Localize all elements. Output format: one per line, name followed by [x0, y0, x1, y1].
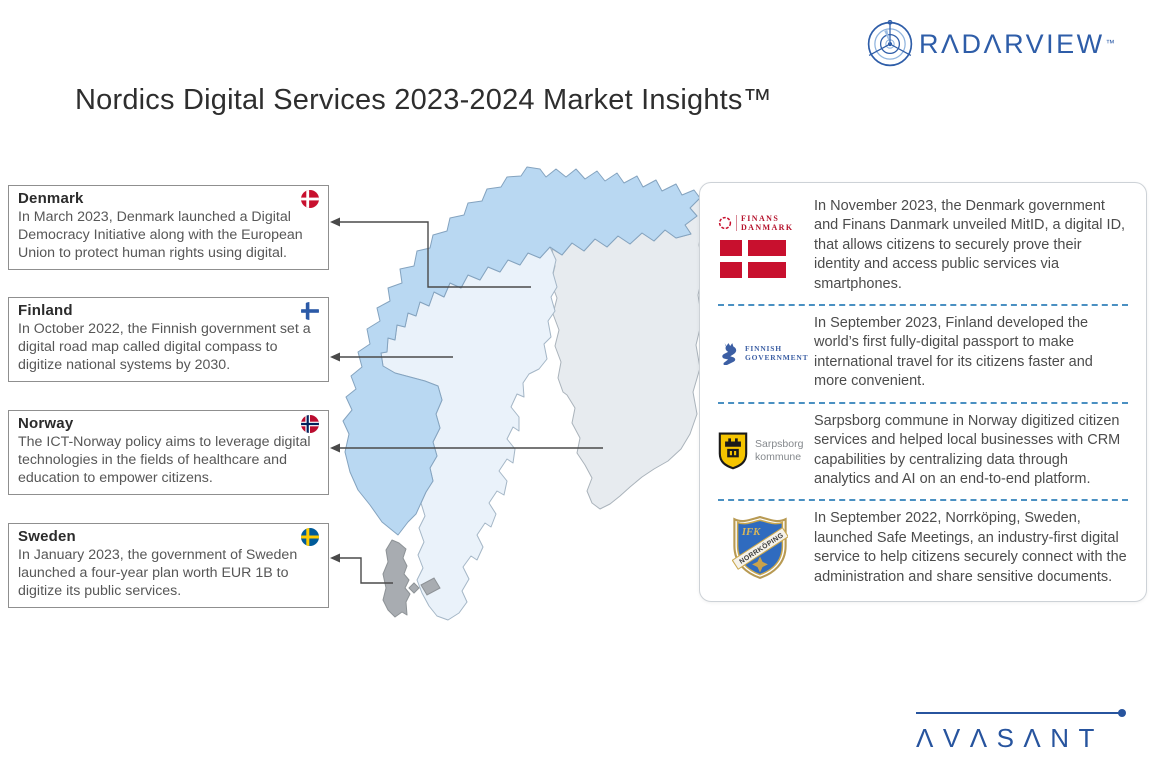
- card-finland-text: In October 2022, the Finnish government …: [18, 321, 311, 374]
- card-denmark-title: Denmark: [18, 190, 84, 207]
- finans-danmark-swirl-icon: [718, 216, 732, 230]
- sarpsborg-logo: Sarpsborg kommune: [718, 432, 804, 470]
- insight-text-sarpsborg: Sarpsborg commune in Norway digitized ci…: [814, 412, 1121, 487]
- insight-text-finans-danmark: In November 2023, the Denmark government…: [814, 198, 1126, 292]
- finnish-government-logo: FINNISH GOVERNMENT: [718, 341, 808, 365]
- finnish-lion-icon: [722, 343, 737, 365]
- map-region-sweden: [380, 246, 558, 621]
- sarpsborg-logo-line2: kommune: [755, 450, 802, 463]
- ifk-norrkoping-logo: IFK NORRKÖPING: [718, 516, 802, 580]
- card-finland-title: Finland: [18, 302, 73, 319]
- card-norway-text: The ICT-Norway policy aims to leverage d…: [18, 434, 311, 487]
- connector-sweden: [338, 557, 393, 584]
- page-title: Nordics Digital Services 2023-2024 Marke…: [75, 84, 772, 116]
- norway-flag-icon: [301, 415, 319, 433]
- radar-icon: [867, 20, 913, 67]
- card-norway-title: Norway: [18, 415, 74, 432]
- ifk-shield-icon: IFK NORRKÖPING: [732, 516, 788, 580]
- avasant-dot: [1118, 709, 1126, 717]
- map-island-zealand: [420, 577, 441, 596]
- insight-item-finnish-government: FINNISH GOVERNMENT In September 2023, Fi…: [718, 304, 1128, 400]
- connector-denmark: [338, 221, 531, 288]
- card-finland: Finland In October 2022, the Finnish gov…: [8, 297, 329, 382]
- insight-item-ifk-norrkoping: IFK NORRKÖPING In September 2022, Norrkö…: [718, 499, 1128, 595]
- insight-text-finnish-government: In September 2023, Finland developed the…: [814, 315, 1093, 390]
- connector-lines: [338, 221, 603, 584]
- connector-arrowheads: [330, 217, 340, 563]
- avasant-wordmark: ΛVΛSΛNT: [916, 723, 1104, 753]
- finans-danmark-logo: FINANS DANMARK: [718, 214, 802, 278]
- arrowhead-denmark: [330, 217, 340, 227]
- card-sweden-title: Sweden: [18, 528, 76, 545]
- avasant-logo: ΛVΛSΛNT: [916, 709, 1128, 754]
- insight-item-finans-danmark: FINANS DANMARK In November 2023, the Den…: [718, 189, 1128, 302]
- insight-item-sarpsborg: Sarpsborg kommune Sarpsborg commune in N…: [718, 401, 1128, 498]
- finnish-government-logo-line1: FINNISH: [745, 343, 782, 353]
- radarview-wordmark: RΛDΛRVIEW™: [919, 28, 1115, 59]
- denmark-flag-icon: [301, 190, 319, 208]
- insights-panel: FINANS DANMARK In November 2023, the Den…: [699, 182, 1147, 602]
- ifk-letters: IFK: [741, 527, 761, 538]
- map-region-denmark: [382, 539, 411, 618]
- finans-danmark-logo-line1: FINANS: [741, 213, 780, 223]
- map-region-norway: [342, 166, 701, 536]
- trademark-symbol: ™: [1105, 38, 1115, 49]
- map-island-funen: [408, 582, 420, 594]
- card-norway: Norway The ICT-Norway policy aims to lev…: [8, 410, 329, 495]
- avasant-rule: [916, 709, 1126, 717]
- arrowhead-sweden: [330, 553, 340, 563]
- card-sweden: Sweden In January 2023, the government o…: [8, 523, 329, 608]
- sweden-flag-icon: [301, 528, 319, 546]
- sarpsborg-shield-icon: [718, 432, 748, 469]
- map-region-finland: [550, 197, 705, 510]
- finnish-government-logo-line2: GOVERNMENT: [745, 352, 809, 362]
- finans-danmark-logo-line2: DANMARK: [741, 223, 794, 233]
- arrowhead-norway: [330, 443, 340, 453]
- insight-text-ifk-norrkoping: In September 2022, Norrköping, Sweden, l…: [814, 510, 1127, 585]
- radarview-logo: RΛDΛRVIEW™: [866, 20, 1115, 68]
- finland-flag-icon: [301, 302, 319, 320]
- card-denmark-text: In March 2023, Denmark launched a Digita…: [18, 209, 303, 262]
- card-sweden-text: In January 2023, the government of Swede…: [18, 547, 298, 600]
- arrowhead-finland: [330, 352, 340, 362]
- logo-divider: [736, 215, 737, 232]
- denmark-flag-block: [720, 239, 786, 278]
- sarpsborg-logo-line1: Sarpsborg: [755, 438, 804, 451]
- card-denmark: Denmark In March 2023, Denmark launched …: [8, 185, 329, 270]
